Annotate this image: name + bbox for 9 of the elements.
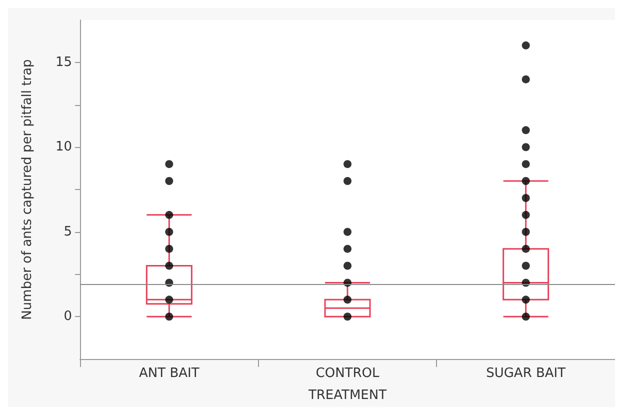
- y-axis-title: Number of ants captured per pitfall trap: [20, 59, 35, 320]
- x-tick-label: SUGAR BAIT: [486, 366, 566, 381]
- y-tick-label: 5: [64, 224, 72, 240]
- x-tick-label: CONTROL: [316, 366, 380, 381]
- x-tick-label: ANT BAIT: [139, 366, 200, 381]
- y-tick-label: 0: [64, 309, 72, 324]
- y-tick-label: 15: [55, 54, 72, 70]
- x-axis-title: TREATMENT: [307, 388, 387, 403]
- y-tick-label: 10: [55, 140, 72, 155]
